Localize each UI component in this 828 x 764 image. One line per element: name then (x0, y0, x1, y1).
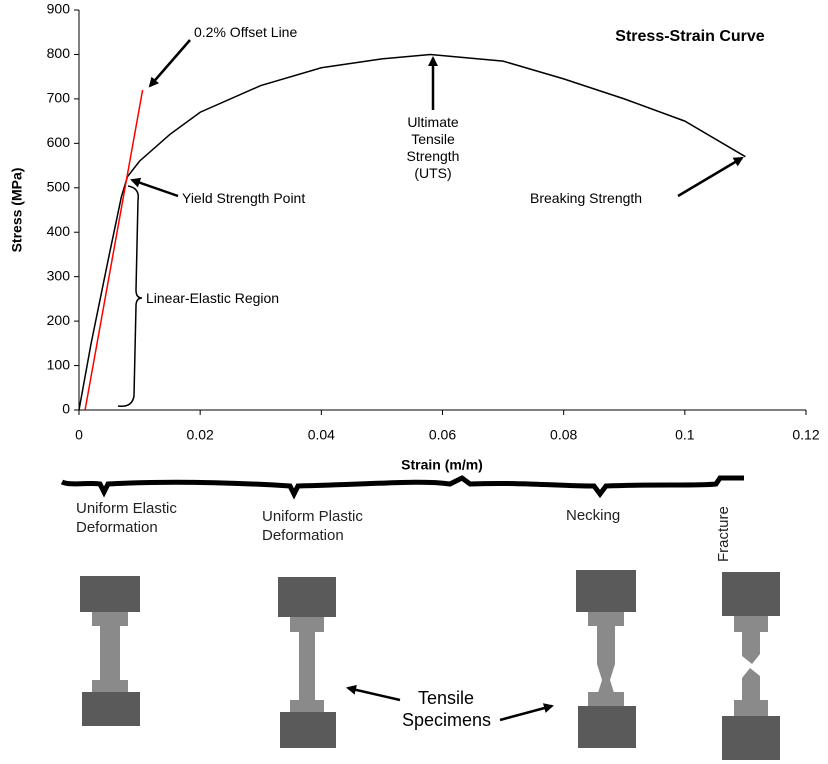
y-axis-title: Stress (MPa) (9, 168, 25, 253)
plot-area: 0 100 200 300 400 500 600 700 800 900 0 0.02 0.04 0.0… (47, 1, 820, 443)
x-axis-title: Strain (m/m) (401, 457, 483, 473)
stage-label: Necking (566, 507, 621, 524)
brace (117, 185, 143, 408)
annotation: Breaking Strength (530, 190, 643, 206)
y-tick-label: 100 (47, 356, 71, 372)
specimen (278, 577, 336, 748)
annotation: Yield Strength Point (182, 190, 306, 206)
specimen (80, 576, 140, 726)
y-tick-label: 500 (47, 178, 71, 194)
y-tick-label: 900 (47, 1, 71, 17)
x-tick-label: 0.08 (550, 427, 577, 443)
specimen (722, 572, 780, 760)
y-tick-label: 0 (62, 401, 70, 417)
y-tick-label: 600 (47, 134, 71, 150)
x-tick-label: 0.02 (187, 427, 214, 443)
brace (60, 475, 744, 500)
y-tick-label: 800 (47, 45, 71, 61)
x-tick-label: 0.1 (675, 427, 695, 443)
y-tick-label: 700 (47, 90, 71, 106)
annotation: 0.2% Offset Line (194, 24, 298, 40)
annotation: Ultimate Tensile Strength (UTS) (406, 114, 460, 181)
x-tick-label: 0 (75, 427, 83, 443)
specimen-label: Tensile Specimens (402, 688, 492, 730)
x-tick-label: 0.04 (308, 427, 335, 443)
y-tick-label: 400 (47, 223, 71, 239)
y-tick-label: 200 (47, 312, 71, 328)
stage-label: Uniform Elastic Deformation (76, 500, 177, 536)
y-tick-label: 300 (47, 267, 71, 283)
stage-label: Fracture (715, 506, 732, 562)
stage-label: Uniform Plastic Deformation (262, 508, 363, 544)
line-series (84, 89, 144, 411)
x-tick-label: 0.12 (792, 427, 819, 443)
x-tick-label: 0.06 (429, 427, 456, 443)
chart-title: Stress-Strain Curve (615, 28, 764, 45)
specimen (576, 570, 636, 748)
annotation-arrows (130, 39, 744, 722)
line-series (78, 53, 746, 411)
annotation: Linear-Elastic Region (146, 290, 280, 306)
